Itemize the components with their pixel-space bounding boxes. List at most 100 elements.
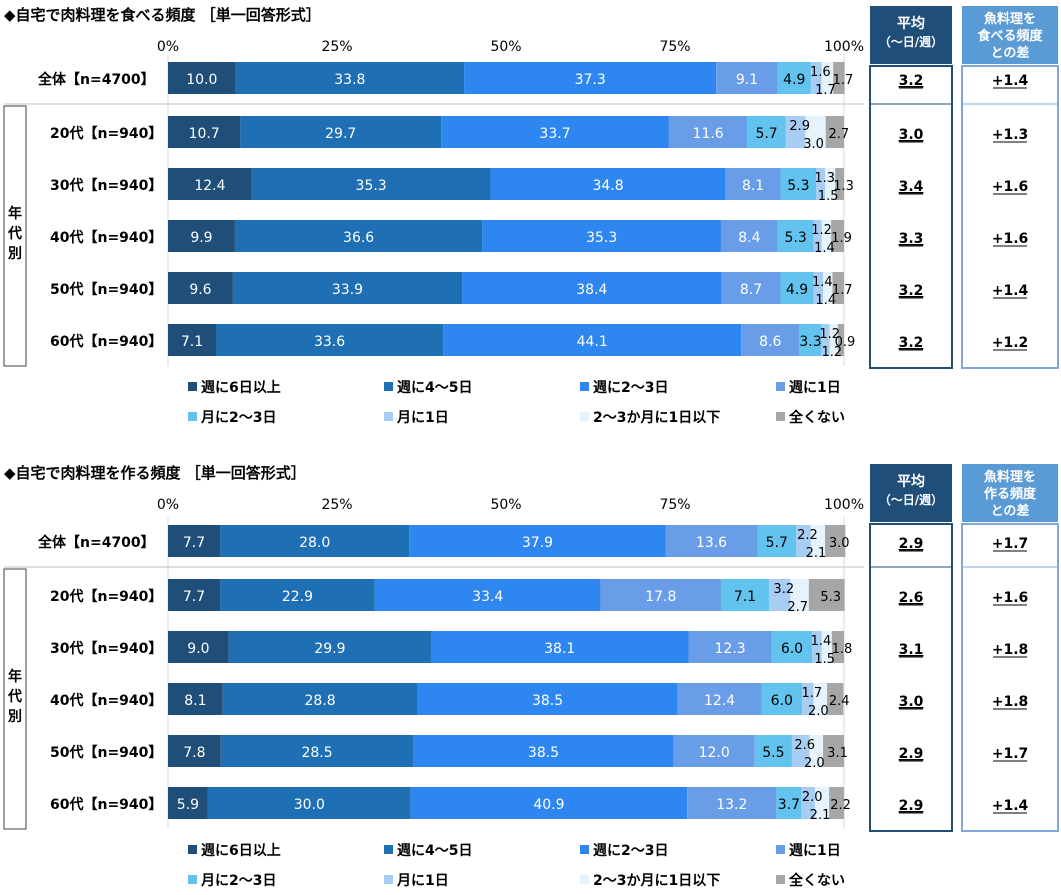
bar-segment [716, 62, 778, 94]
bar-segment [761, 683, 803, 715]
bar-segment [831, 631, 844, 663]
bar-segment [168, 631, 229, 663]
bar-segment [168, 735, 221, 767]
bar-segment [802, 683, 814, 715]
data-label: 33.6 [314, 334, 345, 350]
data-label: 5.5 [762, 745, 784, 761]
bar-segment [791, 735, 810, 767]
data-label: 13.2 [716, 797, 747, 813]
legend-swatch [188, 412, 197, 421]
mean-value: 3.1 [899, 642, 924, 658]
diff-header [962, 6, 1058, 64]
data-label: 10.0 [186, 72, 217, 88]
data-label: 1.3 [833, 179, 854, 194]
data-label: 3.2 [773, 582, 794, 597]
bar-segment [215, 324, 444, 356]
bar-segment [490, 168, 726, 200]
data-label: 2.6 [794, 738, 815, 753]
bar-segment [168, 168, 252, 200]
bar-segment [374, 579, 601, 611]
legend-label: 2～3か月に1日以下 [593, 873, 720, 889]
data-label: 1.4 [812, 275, 833, 290]
data-label: 22.9 [282, 589, 313, 605]
data-label: 1.2 [819, 327, 840, 342]
diff-value: +1.6 [992, 590, 1029, 606]
data-label: 1.9 [831, 231, 852, 246]
data-label: 8.4 [738, 230, 760, 246]
mean-value: 2.9 [899, 746, 924, 762]
bar-segment [768, 579, 791, 611]
data-label: 2.7 [787, 600, 808, 615]
bar-segment [757, 525, 797, 557]
data-label: 34.8 [592, 178, 623, 194]
mean-header-text: （～日/週） [879, 34, 943, 49]
diff-value: +1.4 [992, 283, 1029, 299]
bar-segment [823, 272, 833, 304]
group-label-char: 年 [8, 205, 22, 222]
bar-segment [821, 220, 832, 252]
diff-header [962, 464, 1058, 522]
data-label: 2.2 [797, 528, 818, 543]
bar-segment [220, 579, 375, 611]
bar-segment [821, 324, 830, 356]
legend-label: 週に2～3日 [593, 843, 668, 859]
data-label: 17.8 [645, 589, 676, 605]
bar-segment [168, 787, 208, 819]
data-label: 1.5 [814, 652, 835, 667]
bar-segment [232, 272, 463, 304]
bar-segment [234, 220, 483, 252]
row-label: 60代【n=940】 [50, 796, 162, 813]
row-label: 30代【n=940】 [50, 640, 162, 657]
bar-segment [665, 525, 758, 557]
bar-segment [413, 735, 674, 767]
bar-segment [168, 525, 221, 557]
data-label: 2.9 [789, 119, 810, 134]
data-label: 3.0 [803, 137, 824, 152]
mean-value: 2.9 [899, 536, 924, 552]
bar-segment [780, 168, 817, 200]
legend-swatch [384, 382, 393, 391]
diff-value: +1.7 [992, 746, 1029, 762]
bar-segment [801, 787, 815, 819]
tick-label: 50% [490, 39, 521, 55]
bar-segment [790, 579, 809, 611]
bar-segment [816, 168, 826, 200]
data-label: 44.1 [577, 334, 608, 350]
row-label: 30代【n=940】 [50, 177, 162, 194]
legend-label: 月に2～3日 [200, 410, 276, 426]
data-label: 7.8 [183, 745, 205, 761]
bar-segment [251, 168, 491, 200]
diff-value: +1.2 [992, 335, 1029, 351]
data-label: 36.6 [343, 230, 374, 246]
bar-segment [796, 525, 811, 557]
group-label-char: 代 [7, 688, 22, 705]
bar-segment [785, 116, 806, 148]
data-label: 1.7 [832, 283, 853, 298]
chart-title: ◆自宅で肉料理を作る頻度 ［単一回答形式］ [4, 464, 306, 482]
tick-label: 50% [490, 497, 521, 513]
row-label: 全体【n=4700】 [37, 71, 155, 88]
bar-segment [220, 735, 414, 767]
bar-segment [813, 272, 824, 304]
data-label: 28.0 [299, 535, 330, 551]
data-label: 1.4 [814, 241, 835, 256]
legend-label: 月に1日 [396, 410, 449, 426]
data-label: 8.1 [742, 178, 764, 194]
bar-segment [832, 272, 844, 304]
diff-header-text: との差 [991, 503, 1030, 519]
tick-label: 100% [824, 497, 864, 513]
legend-swatch [776, 845, 785, 854]
diff-header-text: 食べる頻度 [977, 28, 1043, 44]
bar-segment [813, 683, 828, 715]
mean-header-text: 平均 [897, 473, 925, 490]
bar-segment [829, 787, 844, 819]
bar-segment [776, 787, 802, 819]
bar-segment [222, 683, 418, 715]
bar-segment [813, 220, 822, 252]
legend-label: 全くない [788, 409, 845, 426]
legend-swatch [776, 412, 785, 421]
bar-segment [747, 116, 786, 148]
data-label: 2.1 [806, 546, 827, 561]
data-label: 33.4 [472, 589, 503, 605]
bar-segment [430, 631, 689, 663]
